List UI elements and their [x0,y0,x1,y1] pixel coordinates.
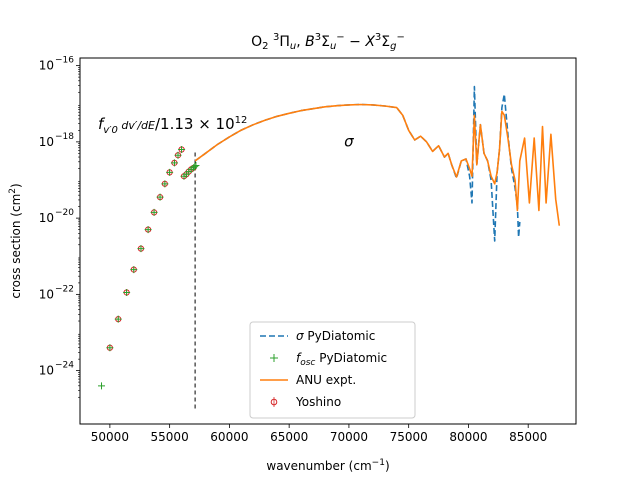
sigma-annotation: σ [344,132,354,150]
fosc-annotation: fv′0 dv′/dE/1.13 × 1012 [98,115,247,136]
legend-marker-plus [270,354,278,362]
chart-title: O2 3Πu, B3Σu− − X3Σg− [251,32,405,52]
axis-ticks: 50000 55000 60000 65000 70000 75000 80000 85000… [39,56,548,444]
anu-expt-line [194,103,561,226]
y-tick-label: 10 [39,364,54,378]
annotations: σ fv′0 dv′/dE/1.13 × 1012 [98,115,354,151]
fosc-point [166,168,174,176]
legend-label: σ PyDiatomic [296,329,375,343]
y-tick-label: 10 [39,211,54,225]
fosc-point [170,159,178,167]
y-tick-exponent: −24 [55,361,74,371]
fosc-point [192,162,200,170]
axis-labels: O2 3Πu, B3Σu− − X3Σg− wavenumber (cm−1) cr… [8,32,405,473]
y-tick-label: 10 [39,59,54,73]
y-tick-exponent: −22 [55,284,74,294]
x-tick-label: 85000 [509,430,547,444]
fosc-point [106,344,114,352]
fosc-point [114,315,122,323]
x-tick-label: 50000 [91,430,129,444]
x-tick-label: 75000 [390,430,428,444]
fosc-point [144,226,152,234]
series-layer [98,85,561,409]
legend-label: fosc PyDiatomic [296,351,387,368]
fosc-point [130,266,138,274]
fosc-point [191,163,199,171]
y-tick-label: 10 [39,135,54,149]
fosc-point [161,180,169,188]
y-tick-exponent: −16 [55,56,74,66]
fosc-point [178,146,186,153]
y-axis-label: cross section (cm2) [8,183,23,298]
fosc-point [174,151,182,159]
y-tick-label: 10 [39,287,54,301]
legend-label: Yoshino [295,395,341,409]
x-tick-label: 55000 [151,430,189,444]
fosc-point [98,382,106,390]
x-tick-label: 70000 [330,430,368,444]
x-tick-label: 65000 [270,430,308,444]
legend-marker-circle [270,398,278,406]
legend-label: ANU expt. [296,373,356,387]
fosc-point [150,208,158,216]
x-axis-label: wavenumber (cm−1) [266,458,389,473]
y-tick-exponent: −20 [55,208,74,218]
x-tick-label: 60000 [210,430,248,444]
fosc-point [123,288,131,296]
legend: σ PyDiatomic fosc PyDiatomic ANU expt. Yosh… [249,321,416,419]
y-tick-exponent: −18 [55,132,74,142]
fosc-point [137,245,145,253]
x-tick-label: 80000 [449,430,487,444]
fosc-point [156,193,164,201]
legend-box [249,321,416,419]
